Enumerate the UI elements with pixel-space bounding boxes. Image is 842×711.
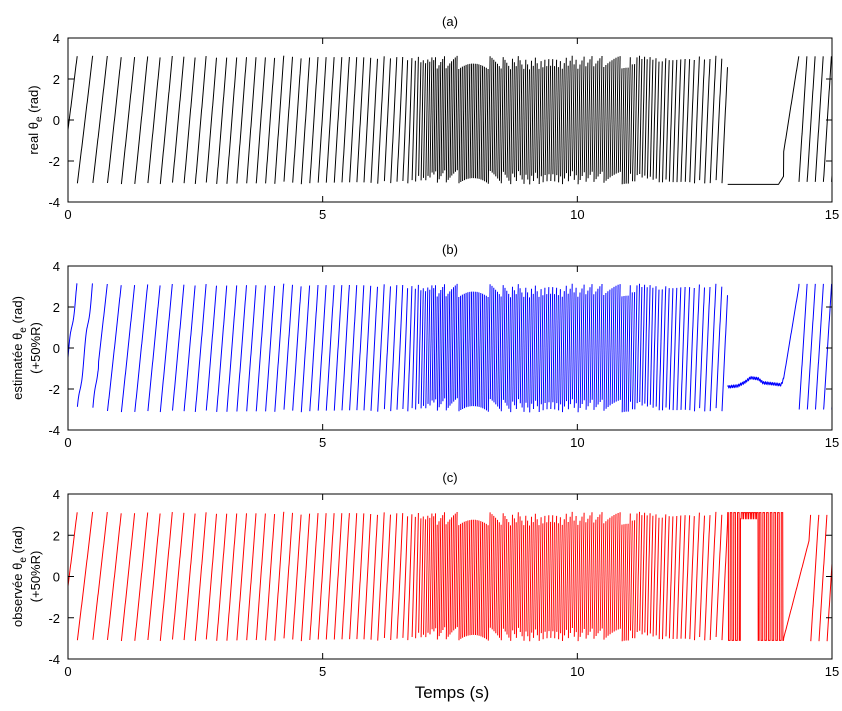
x-tick-label: 15 bbox=[825, 207, 839, 222]
y-tick-label: 4 bbox=[53, 487, 60, 502]
y-label-main: observée θ bbox=[10, 563, 25, 627]
y-axis-label: estimatée θe (rad) bbox=[10, 296, 29, 400]
y-tick-label: 2 bbox=[53, 528, 60, 543]
x-tick-label: 0 bbox=[64, 664, 71, 679]
y-label-main: real θ bbox=[26, 122, 41, 155]
y-tick-label: 0 bbox=[53, 341, 60, 356]
x-tick-label: 5 bbox=[319, 664, 326, 679]
y-tick-label: -4 bbox=[48, 195, 60, 210]
panel-c: 0 5 10 15 4 2 0 -2 -4 (c) observée θe (rad)(+50%R) bbox=[10, 470, 839, 679]
y-label-subscript: e bbox=[18, 557, 29, 563]
y-axis-label: observée θe (rad) bbox=[10, 526, 29, 627]
x-tick-label: 0 bbox=[64, 435, 71, 450]
panel-title: (a) bbox=[442, 14, 458, 29]
y-tick-label: -2 bbox=[48, 611, 60, 626]
y-tick-label: 2 bbox=[53, 300, 60, 315]
y-tick-label: -2 bbox=[48, 154, 60, 169]
series-line bbox=[68, 283, 832, 413]
series-line bbox=[68, 55, 832, 185]
panel-title: (c) bbox=[442, 470, 457, 485]
y-axis-label: real θe (rad) bbox=[26, 85, 45, 154]
y-tick-label: 4 bbox=[53, 31, 60, 46]
y-axis-label-second-line: (+50%R) bbox=[28, 551, 43, 603]
y-tick-label: -2 bbox=[48, 382, 60, 397]
y-label-main: estimatée θ bbox=[10, 333, 25, 400]
x-tick-label: 10 bbox=[570, 207, 584, 222]
x-tick-label: 15 bbox=[825, 435, 839, 450]
y-tick-label: 2 bbox=[53, 72, 60, 87]
x-tick-label: 10 bbox=[570, 664, 584, 679]
panel-title: (b) bbox=[442, 242, 458, 257]
x-axis-label: Temps (s) bbox=[415, 683, 490, 702]
x-tick-label: 5 bbox=[319, 435, 326, 450]
y-label-subscript: e bbox=[34, 116, 45, 122]
x-tick-label: 15 bbox=[825, 664, 839, 679]
y-tick-label: -4 bbox=[48, 652, 60, 667]
panel-a: 0 5 10 15 4 2 0 -2 -4 (a) real θe (rad) bbox=[26, 14, 839, 222]
y-tick-label: -4 bbox=[48, 423, 60, 438]
y-axis-label-second-line: (+50%R) bbox=[28, 322, 43, 374]
series-line bbox=[68, 511, 832, 642]
panel-b: 0 5 10 15 4 2 0 -2 -4 (b) estimatée θe (rad)(+50%R… bbox=[10, 242, 839, 450]
x-tick-label: 0 bbox=[64, 207, 71, 222]
y-tick-label: 0 bbox=[53, 113, 60, 128]
y-label-subscript: e bbox=[18, 327, 29, 333]
y-tick-label: 0 bbox=[53, 570, 60, 585]
y-label-unit: (rad) bbox=[26, 85, 41, 116]
y-tick-label: 4 bbox=[53, 259, 60, 274]
y-label-unit: (rad) bbox=[10, 296, 25, 327]
x-tick-label: 5 bbox=[319, 207, 326, 222]
y-label-unit: (rad) bbox=[10, 526, 25, 557]
x-tick-label: 10 bbox=[570, 435, 584, 450]
